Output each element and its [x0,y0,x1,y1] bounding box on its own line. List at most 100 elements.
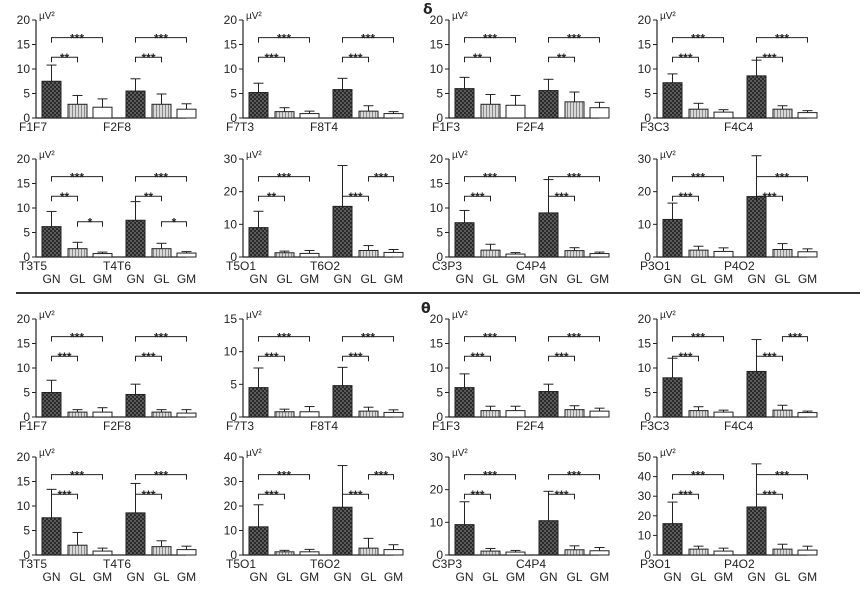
y-axis-unit: µV² [660,150,676,161]
category-label: GL [690,570,706,584]
significance-marker: *** [775,171,789,185]
significance-marker: *** [691,331,705,345]
bar [713,550,734,556]
bar [454,524,475,556]
significance-bracket [342,56,369,63]
y-tick-label: 10 [430,62,444,76]
significance-marker: *** [567,469,581,483]
significance-bracket [756,37,808,43]
significance-marker: *** [691,171,705,185]
y-tick-label: 20 [17,13,31,27]
group-label: F1F3 [432,120,460,134]
significance-marker: ** [267,190,277,204]
bar [688,410,709,418]
bar [41,80,62,119]
bar [383,411,404,418]
y-tick-label: 10 [224,345,238,359]
bar [125,219,146,258]
significance-marker: *** [264,488,278,502]
y-tick-label: 0 [23,111,30,125]
significance-marker: *** [691,469,705,483]
significance-marker: *** [154,32,168,46]
bar [41,392,62,418]
y-axis-unit: µV² [452,150,468,161]
bar [248,92,269,119]
significance-marker: *** [361,331,375,345]
category-label: GM [93,570,112,584]
bar [358,249,379,258]
significance-bracket [135,37,187,43]
bar [274,551,295,556]
chart-panel-3: 0 5 10 15 20 µV² F3C3 F4C4 *** *** *** *** [638,11,818,134]
category-label: GL [69,570,85,584]
significance-bracket [368,176,394,182]
y-tick-label: 30 [638,152,652,166]
significance-marker: *** [264,350,278,364]
y-axis-unit: µV² [660,11,676,22]
chart-panel-9: 0 5 10 15 µV² F7T3 F8T4 *** *** *** *** [224,310,404,433]
y-tick-label: 0 [230,250,237,264]
group-label: F8T4 [310,120,338,134]
category-label: GL [360,570,376,584]
y-tick-label: 10 [430,515,444,529]
bar [299,411,320,418]
y-tick-label: 15 [17,38,31,52]
y-tick-label: 10 [17,499,31,513]
significance-bracket [548,56,575,63]
significance-bracket [135,195,162,202]
significance-marker: *** [483,171,497,185]
y-tick-label: 5 [23,226,30,240]
y-tick-label: 15 [638,38,652,52]
significance-marker: *** [141,51,155,65]
significance-marker: *** [154,171,168,185]
bar [564,101,585,119]
bar [67,411,88,418]
significance-marker: *** [678,350,692,364]
y-tick-label: 5 [436,386,443,400]
significance-marker: *** [567,331,581,345]
y-tick-label: 10 [224,524,238,538]
bar [299,551,320,556]
y-tick-label: 10 [224,217,238,231]
category-label: GN [334,570,352,584]
y-axis-unit: µV² [39,150,55,161]
category-label: GM [506,570,525,584]
y-tick-label: 30 [430,450,444,464]
group-label: T6O2 [310,259,340,273]
y-tick-label: 15 [17,475,31,489]
significance-marker: * [172,216,177,230]
bar [688,249,709,258]
significance-marker: *** [554,350,568,364]
bar [176,252,197,258]
category-label: GM [384,570,403,584]
significance-marker: ** [60,51,70,65]
group-label: P3O1 [640,557,671,571]
group-label: P4O2 [724,557,755,571]
category-label: GL [566,272,582,286]
bar [151,248,172,258]
significance-marker: *** [154,469,168,483]
significance-marker: *** [678,51,692,65]
category-label: GN [748,272,766,286]
bar [797,412,818,418]
significance-bracket [548,493,575,500]
category-label: GM [798,570,817,584]
group-label: F2F4 [516,419,544,433]
bar [67,544,88,556]
significance-marker: *** [470,350,484,364]
y-tick-label: 15 [430,177,444,191]
bar [299,252,320,258]
y-tick-label: 10 [17,62,31,76]
y-tick-label: 0 [644,410,651,424]
y-axis-unit: µV² [660,448,676,459]
group-label: P4O2 [724,259,755,273]
y-axis-unit: µV² [452,448,468,459]
bar [383,113,404,119]
significance-bracket [51,195,78,202]
bar [332,89,353,119]
significance-bracket [464,37,516,43]
bar [332,205,353,258]
y-tick-label: 10 [430,361,444,375]
category-label: GN [540,272,558,286]
